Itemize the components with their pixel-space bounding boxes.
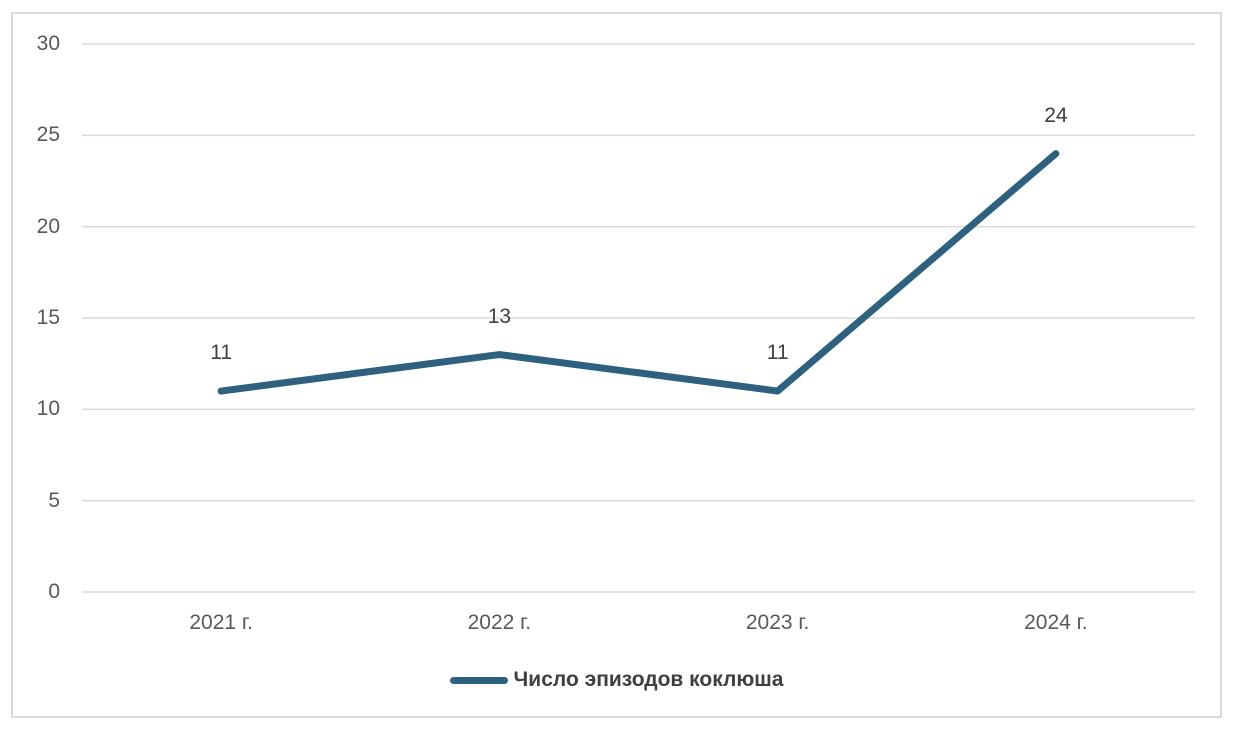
x-axis-tick-label: 2021 г.	[189, 611, 253, 634]
plot-area: 0 5 10 15 20 25 30 2021 г. 2022 г. 2023 г. 2024 г…	[13, 14, 1220, 716]
chart-frame: 0 5 10 15 20 25 30 2021 г. 2022 г. 2023 г. 2024 г…	[11, 12, 1222, 718]
y-axis-tick-label: 5	[48, 488, 60, 512]
y-axis-tick-label: 15	[36, 306, 60, 329]
y-axis-tick-label: 0	[48, 580, 60, 603]
x-axis-tick-label: 2024 г.	[1024, 611, 1088, 634]
data-label: 11	[766, 341, 789, 365]
line-chart-canvas	[82, 43, 1195, 593]
legend: Число эпизодов коклюша	[13, 667, 1220, 693]
y-axis-tick-label: 20	[36, 214, 60, 238]
y-axis-tick-label: 30	[36, 32, 60, 55]
y-axis-tick-label: 25	[36, 123, 60, 147]
data-label: 24	[1044, 103, 1068, 127]
x-axis-tick-label: 2022 г.	[467, 611, 532, 634]
data-label: 11	[210, 341, 233, 365]
x-axis-tick-label: 2023 г.	[745, 611, 810, 634]
legend-line-swatch	[449, 676, 508, 684]
y-axis-tick-label: 10	[36, 397, 60, 421]
series-line-pertussis-episodes	[217, 150, 1060, 395]
legend-label: Число эпизодов коклюша	[513, 668, 784, 691]
data-label: 13	[487, 304, 512, 328]
